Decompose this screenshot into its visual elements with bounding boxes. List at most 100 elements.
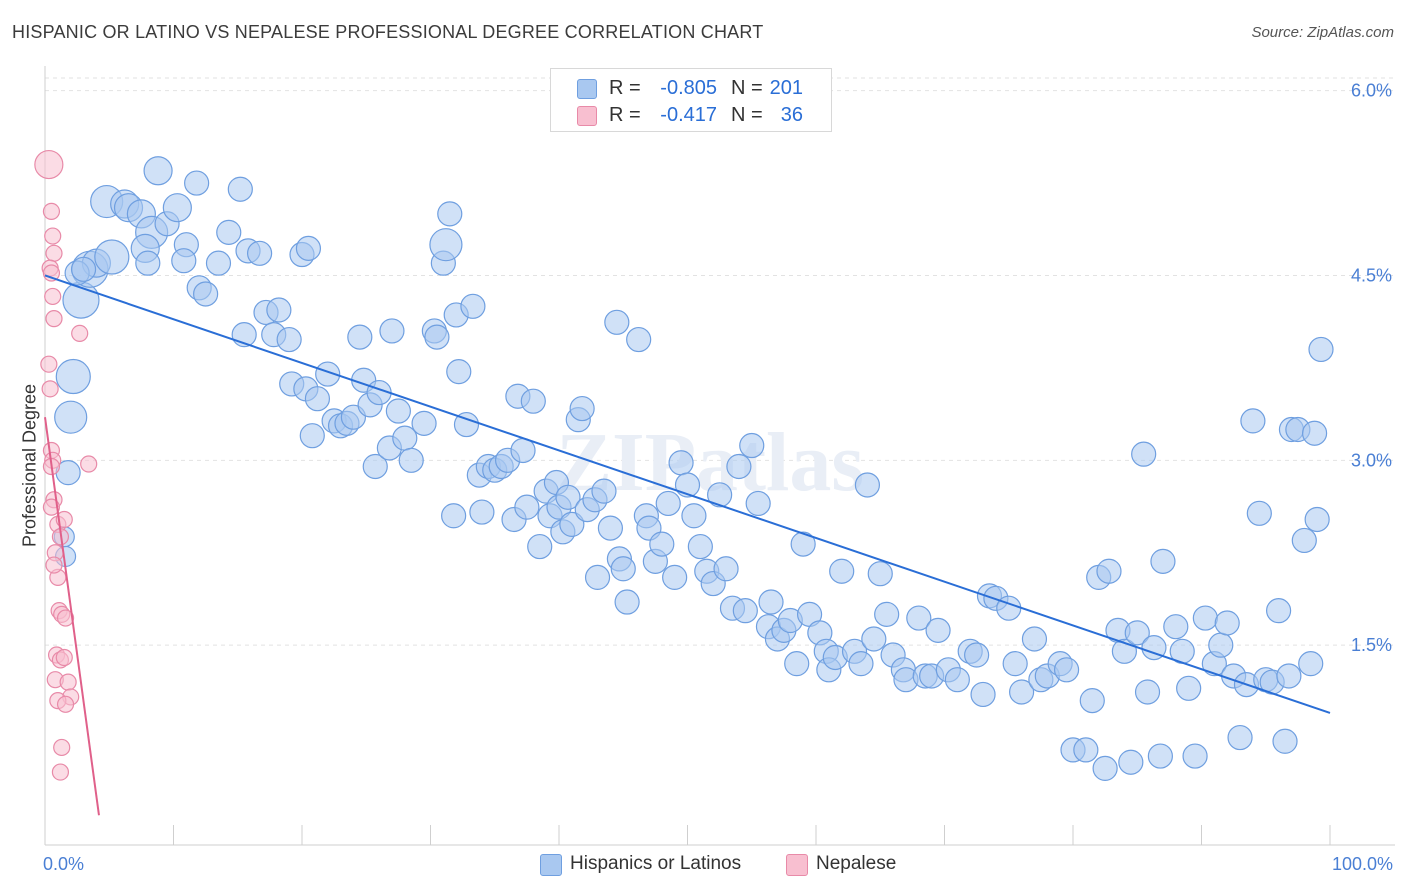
hispanic-point xyxy=(295,235,322,261)
hispanic-point xyxy=(1276,663,1302,689)
hispanic-point xyxy=(784,651,810,677)
hispanic-point xyxy=(1053,657,1080,683)
hispanic-point xyxy=(739,432,765,459)
nepalese-point xyxy=(45,244,63,262)
hispanic-point xyxy=(790,531,816,557)
hispanic-point xyxy=(745,490,771,517)
hispanic-point xyxy=(944,667,970,693)
nepalese-point xyxy=(34,149,64,180)
hispanic-point xyxy=(604,309,630,335)
nepalese-point xyxy=(45,556,63,574)
hispanic-point xyxy=(925,617,951,643)
hispanic-point xyxy=(649,531,675,557)
hispanic-point xyxy=(874,601,900,627)
hispanic-point xyxy=(437,201,463,227)
legend-row-hispanic: R = -0.805 N = 201 xyxy=(551,75,831,101)
y-tick-label: 4.5% xyxy=(1351,265,1392,285)
hispanic-point xyxy=(55,358,91,395)
hispanic-point xyxy=(441,503,467,529)
hispanic-point xyxy=(411,410,437,436)
hispanic-point xyxy=(1079,688,1105,714)
nepalese-point xyxy=(42,498,61,516)
hispanic-point xyxy=(1124,620,1150,646)
legend-swatch-nepalese xyxy=(786,854,808,876)
legend-r-label: R = xyxy=(609,77,641,99)
hispanic-point xyxy=(964,642,990,668)
nepalese-point xyxy=(51,763,70,781)
hispanic-point xyxy=(1301,420,1328,446)
hispanic-point xyxy=(662,564,688,590)
hispanic-point xyxy=(1118,749,1144,775)
hispanic-point xyxy=(726,453,752,480)
hispanic-point xyxy=(1131,441,1157,467)
hispanic-point xyxy=(315,361,341,387)
hispanic-point xyxy=(184,170,210,196)
hispanic-point xyxy=(655,490,681,517)
hispanic-point xyxy=(1304,506,1330,533)
legend-r-value: -0.805 xyxy=(660,77,717,99)
nepalese-point xyxy=(71,324,89,342)
hispanic-point xyxy=(1214,610,1240,636)
legend-label-nepalese: Nepalese xyxy=(816,853,897,874)
legend-row-nepalese: R = -0.417 N = 36 xyxy=(551,102,831,128)
hispanic-point xyxy=(1150,548,1176,574)
hispanic-point xyxy=(867,561,893,587)
hispanic-point xyxy=(732,598,758,624)
hispanic-point xyxy=(520,388,546,414)
hispanic-point xyxy=(429,228,463,262)
hispanic-point xyxy=(614,589,640,615)
hispanic-point xyxy=(610,556,636,582)
hispanic-point xyxy=(668,450,694,476)
hispanic-point xyxy=(854,472,881,498)
hispanic-point xyxy=(1008,679,1035,705)
hispanic-point xyxy=(94,239,130,275)
y-tick-label: 3.0% xyxy=(1351,450,1392,470)
hispanic-point xyxy=(162,193,192,223)
hispanic-point xyxy=(392,425,418,451)
hispanic-point xyxy=(1308,336,1334,363)
hispanic-point xyxy=(758,589,784,615)
trend-line-hispanic xyxy=(44,274,1331,714)
hispanic-point xyxy=(674,472,701,498)
hispanic-point xyxy=(1002,651,1028,677)
hispanic-point xyxy=(970,681,996,708)
hispanic-point xyxy=(347,324,373,350)
hispanic-point xyxy=(1134,679,1161,705)
legend-label-hispanic: Hispanics or Latinos xyxy=(570,853,742,874)
hispanic-point xyxy=(216,219,242,245)
hispanic-point xyxy=(266,297,292,323)
legend-r-label: R = xyxy=(609,104,641,126)
hispanic-point xyxy=(1208,632,1234,658)
hispanic-point xyxy=(626,326,652,353)
correlation-legend: R = -0.805 N = 201 R = -0.417 N = 36 xyxy=(550,68,832,132)
nepalese-point xyxy=(40,355,58,373)
hispanic-point xyxy=(135,250,161,276)
hispanic-point xyxy=(1021,626,1048,652)
hispanic-point xyxy=(555,484,581,510)
hispanic-point xyxy=(1265,598,1292,624)
hispanic-point xyxy=(1182,743,1208,769)
hispanic-point xyxy=(205,250,232,276)
nepalese-point xyxy=(44,227,62,245)
nepalese-point xyxy=(55,648,73,667)
y-tick-label: 1.5% xyxy=(1351,635,1392,655)
hispanic-point xyxy=(246,240,273,266)
legend-swatch-nepalese xyxy=(577,106,597,126)
hispanic-point xyxy=(171,248,197,274)
hispanic-point xyxy=(460,293,486,319)
legend-n-value: 36 xyxy=(780,104,803,126)
nepalese-point xyxy=(45,310,63,328)
hispanic-point xyxy=(379,318,405,344)
hispanic-point xyxy=(304,386,331,412)
nepalese-point xyxy=(44,287,62,306)
hispanic-point xyxy=(446,359,472,385)
legend-n-label: N = xyxy=(731,77,763,99)
hispanic-point xyxy=(1096,558,1122,584)
hispanic-point xyxy=(861,626,887,652)
nepalese-point xyxy=(59,673,77,691)
hispanic-point xyxy=(143,156,173,186)
nepalese-point xyxy=(56,609,75,627)
hispanic-point xyxy=(687,533,713,560)
hispanic-point xyxy=(1240,408,1266,434)
